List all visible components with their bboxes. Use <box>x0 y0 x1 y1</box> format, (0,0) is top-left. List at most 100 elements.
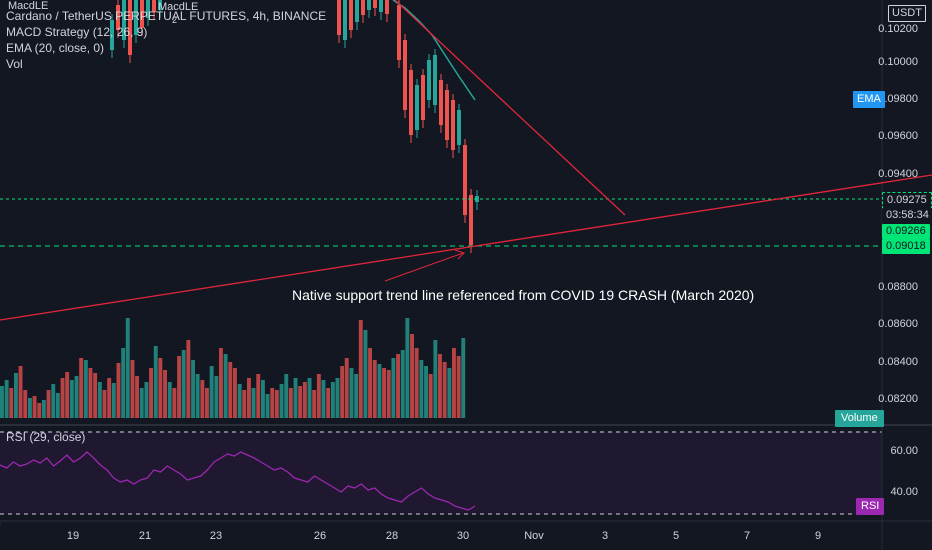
chart-annotation[interactable]: Native support trend line referenced fro… <box>292 287 755 303</box>
x-axis-label: 28 <box>385 530 399 542</box>
symbol-title[interactable]: Cardano / TetherUS PERPETUAL FUTURES, 4h… <box>6 9 327 23</box>
volume-bar <box>326 388 331 418</box>
last-price-tag: 0.09275 <box>882 192 932 209</box>
price-label: 0.09600 <box>878 130 918 142</box>
indicator-macd[interactable]: MACD Strategy (12, 26, 9) <box>6 25 148 39</box>
volume-bar <box>382 368 386 418</box>
price-label: 0.08400 <box>878 356 918 368</box>
volume-bar <box>447 368 452 418</box>
volume-bar <box>177 356 181 418</box>
candle-body <box>427 60 431 100</box>
volume-bar <box>452 348 456 418</box>
volume-bar <box>363 330 368 418</box>
volume-bar <box>69 380 74 418</box>
volume-bar <box>456 356 461 418</box>
volume-bar <box>74 376 79 418</box>
macd-marker-small: 2 <box>172 15 178 25</box>
volume-bar <box>130 360 135 418</box>
x-axis-label: Nov <box>524 530 544 542</box>
volume-bar <box>288 388 293 418</box>
x-axis-label: 23 <box>209 530 223 542</box>
candle-body <box>403 40 407 110</box>
rsi-title[interactable]: RSI (29, close) <box>6 430 86 444</box>
volume-bar <box>28 398 32 418</box>
rsi-axis-label: 60.00 <box>890 445 918 457</box>
volume-bar <box>321 380 326 418</box>
rsi-line <box>0 451 476 511</box>
volume-bar <box>391 358 396 418</box>
volume-bar <box>51 384 56 418</box>
ema-tag: EMA <box>853 91 885 108</box>
volume-bar <box>116 363 121 418</box>
price-tag-c: 0.09018 <box>882 239 930 254</box>
candle-body <box>361 0 365 15</box>
currency-button[interactable]: USDT <box>888 5 926 22</box>
volume-bar <box>163 370 167 418</box>
volume-bar <box>302 382 307 418</box>
candle-body <box>385 0 389 14</box>
volume-bar <box>144 382 149 418</box>
volume-bar <box>4 380 9 418</box>
volume-bar <box>400 350 405 418</box>
volume-bar <box>438 354 442 418</box>
candle-body <box>140 0 144 28</box>
volume-bar <box>279 384 284 418</box>
candle-body <box>373 0 377 8</box>
volume-bar <box>209 366 214 418</box>
volume-bar <box>135 376 139 418</box>
volume-bar <box>419 360 424 418</box>
volume-bar <box>424 366 428 418</box>
x-axis-label: 3 <box>601 530 609 542</box>
candle-body <box>349 0 353 30</box>
candle-body <box>134 0 138 35</box>
candle-body <box>116 5 120 30</box>
price-label: 0.08600 <box>878 318 918 330</box>
indicator-ema[interactable]: EMA (20, close, 0) <box>6 41 105 55</box>
x-axis-label: 19 <box>66 530 80 542</box>
macd-marker-top: MacdLE <box>8 0 49 12</box>
volume-bar <box>97 382 102 418</box>
rsi-axis-label: 40.00 <box>890 486 918 498</box>
resistance-trendline[interactable] <box>394 0 626 216</box>
volume-bar <box>37 403 42 418</box>
volume-bar <box>65 372 70 418</box>
rsi-band <box>0 432 882 514</box>
arrow-head <box>454 249 465 260</box>
volume-bar <box>396 354 400 418</box>
volume-bar <box>433 340 438 418</box>
candle-body <box>457 110 461 145</box>
volume-bar <box>307 378 312 418</box>
volume-bar <box>228 362 233 418</box>
volume-bar <box>102 390 107 418</box>
candle-body <box>451 100 455 150</box>
volume-bar <box>55 393 60 418</box>
volume-bar <box>200 380 205 418</box>
volume-bar <box>428 374 433 418</box>
volume-bar <box>233 368 237 418</box>
volume-bar <box>461 338 466 418</box>
volume-bar <box>274 390 279 418</box>
x-axis-label: 26 <box>313 530 327 542</box>
candle-body <box>463 145 467 215</box>
volume-bar <box>153 346 158 418</box>
volume-bar <box>79 358 84 418</box>
price-label: 0.09400 <box>878 168 918 180</box>
volume-bar <box>158 358 163 418</box>
volume-bar <box>270 388 275 418</box>
volume-bar <box>181 350 186 418</box>
candle-body <box>337 0 341 35</box>
volume-tag: Volume <box>835 410 884 427</box>
volume-bar <box>107 378 112 418</box>
volume-bar <box>410 334 414 418</box>
volume-bar <box>368 348 372 418</box>
volume-bar <box>251 388 256 418</box>
volume-bar <box>139 388 144 418</box>
volume-bar <box>377 364 382 418</box>
price-tag-b: 0.09266 <box>882 224 930 239</box>
indicator-vol[interactable]: Vol <box>6 57 23 71</box>
volume-bar <box>60 378 65 418</box>
support-trendline[interactable] <box>0 174 932 321</box>
volume-bar <box>247 378 251 418</box>
candle-body <box>158 0 162 10</box>
